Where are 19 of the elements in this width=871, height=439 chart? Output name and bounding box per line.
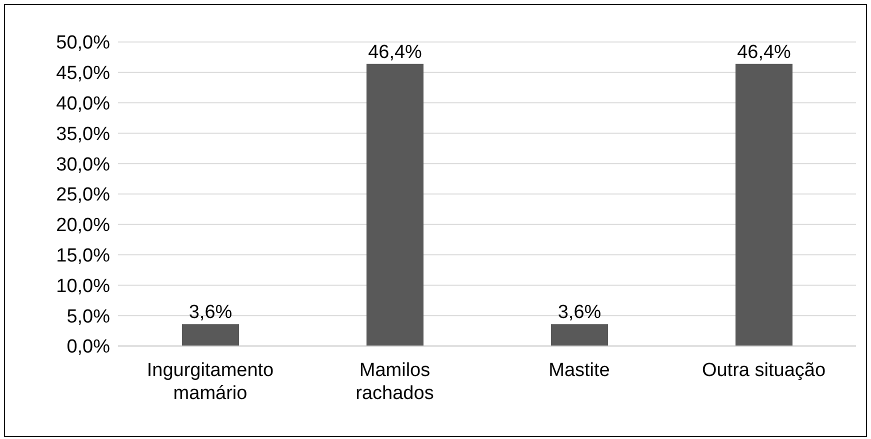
x-tick-label: Mamilos rachados xyxy=(356,360,434,404)
y-tick-label: 10,0% xyxy=(56,276,110,297)
x-tick-label: Mastite xyxy=(548,360,610,381)
y-tick-label: 45,0% xyxy=(56,63,110,84)
data-label: 46,4% xyxy=(368,42,422,63)
y-tick-label: 25,0% xyxy=(56,184,110,206)
x-tick-label: Ingurgitamento mamário xyxy=(146,360,274,404)
y-tick-label: 15,0% xyxy=(56,246,110,267)
y-tick-label: 30,0% xyxy=(56,154,110,176)
y-tick-label: 5,0% xyxy=(66,306,110,328)
y-tick-label: 40,0% xyxy=(56,94,110,115)
y-tick-label: 20,0% xyxy=(56,215,110,236)
y-tick-label: 0,0% xyxy=(66,336,110,358)
data-label: 3,6% xyxy=(558,302,602,324)
y-tick-label: 35,0% xyxy=(56,124,110,145)
y-tick-label: 50,0% xyxy=(56,32,110,54)
x-tick-label: Outra situação xyxy=(702,360,826,381)
data-label: 3,6% xyxy=(188,302,232,324)
data-label: 46,4% xyxy=(737,42,792,63)
